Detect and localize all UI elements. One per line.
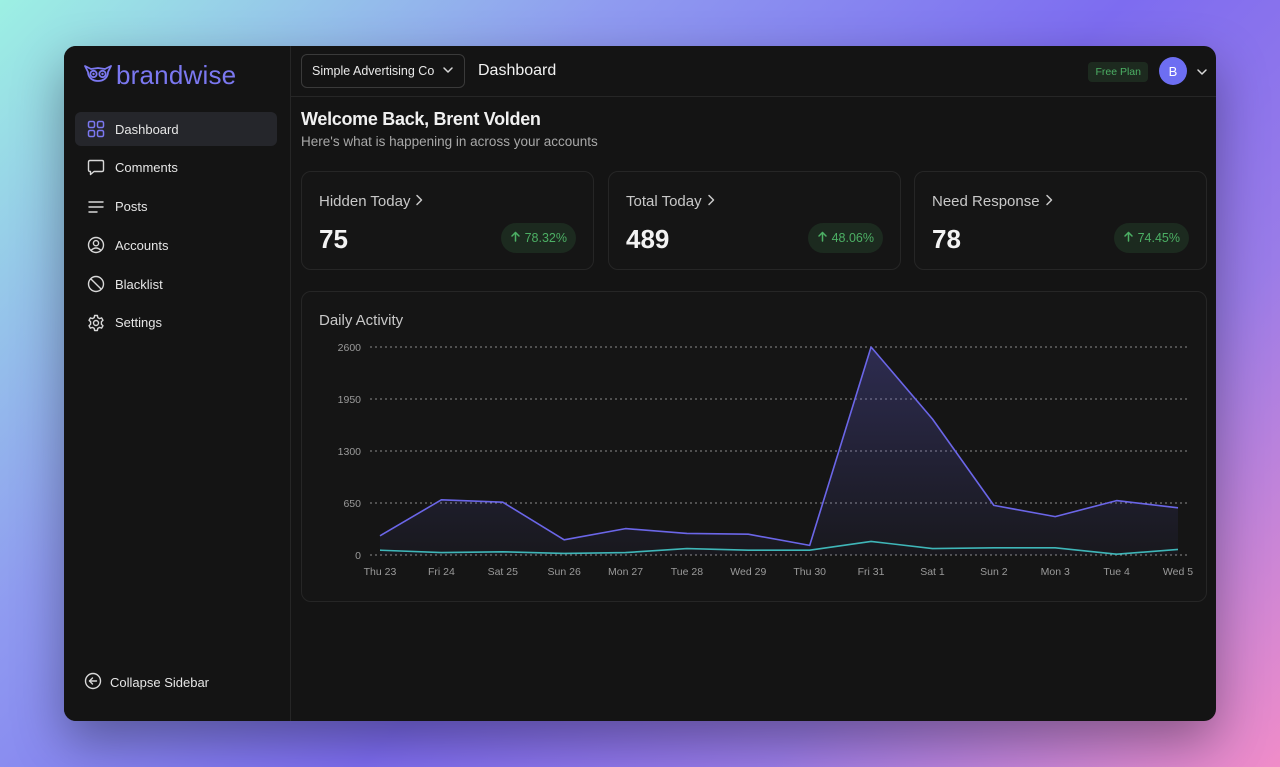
main-content: Simple Advertising Co Dashboard Free Pla… — [291, 46, 1216, 721]
collapse-sidebar-label: Collapse Sidebar — [110, 675, 210, 690]
stat-change-badge: 78.32% — [500, 223, 576, 253]
stat-card-title-text: Need Response — [932, 193, 1040, 210]
sidebar-item-comments[interactable]: Comments — [75, 151, 277, 185]
stat-card-title-text: Hidden Today — [319, 193, 411, 210]
stat-card-value: 78 — [932, 224, 961, 254]
chevron-right-icon — [414, 193, 424, 210]
sidebar-item-dashboard[interactable]: Dashboard — [75, 112, 277, 146]
x-tick-label: Wed 29 — [730, 566, 766, 578]
stat-card-title[interactable]: Hidden Today — [319, 193, 424, 210]
owl-logo-icon — [84, 63, 112, 88]
x-tick-label: Thu 30 — [793, 566, 826, 578]
chevron-down-icon[interactable] — [1196, 65, 1208, 83]
y-tick-label: 0 — [355, 550, 361, 562]
series-line-1 — [379, 346, 1179, 547]
comment-icon — [87, 159, 105, 177]
stat-change-value: 74.45% — [1137, 231, 1180, 245]
avatar[interactable]: B — [1159, 57, 1187, 85]
brand-logo[interactable]: brandwise — [84, 60, 236, 91]
arrow-up-icon — [817, 231, 828, 245]
x-tick-label: Fri 31 — [858, 566, 885, 578]
welcome-heading: Welcome Back, Brent Volden — [301, 109, 541, 129]
x-tick-label: Tue 4 — [1103, 566, 1130, 578]
x-tick-label: Thu 23 — [364, 566, 397, 578]
daily-activity-chart: Daily Activity 0 650 1300 1950 2600 Thu 23 Fri… — [301, 291, 1207, 602]
brand-name: brandwise — [116, 60, 237, 90]
sidebar-item-label: Accounts — [115, 237, 169, 253]
organization-select[interactable]: Simple Advertising Co — [301, 54, 465, 88]
stat-card-title-text: Total Today — [626, 193, 702, 210]
x-tick-label: Mon 27 — [608, 566, 643, 578]
gear-icon — [87, 314, 105, 332]
stat-card-value: 75 — [319, 224, 348, 254]
y-tick-label: 1950 — [338, 394, 362, 406]
sidebar-item-label: Dashboard — [115, 121, 179, 137]
y-tick-label: 1300 — [338, 446, 362, 458]
sidebar-item-posts[interactable]: Posts — [75, 190, 277, 224]
page-title: Dashboard — [478, 62, 557, 79]
series-line-2 — [379, 540, 1179, 555]
sidebar-item-accounts[interactable]: Accounts — [75, 228, 277, 262]
stat-change-value: 48.06% — [831, 231, 874, 245]
arrow-up-icon — [1123, 231, 1134, 245]
chart-plot: 0 650 1300 1950 2600 Thu 23 Fri 24 Sat 25 Sun 26… — [338, 342, 1194, 578]
sidebar-item-label: Settings — [115, 315, 162, 331]
collapse-sidebar-button[interactable]: Collapse Sidebar — [84, 672, 209, 693]
stat-change-value: 78.32% — [524, 231, 567, 245]
chevron-down-icon — [442, 64, 454, 79]
x-tick-label: Sun 2 — [980, 566, 1008, 578]
stat-card-hidden-today: Hidden Today 75 78.32% — [301, 171, 594, 270]
user-circle-icon — [87, 236, 105, 254]
sidebar-item-label: Posts — [115, 199, 148, 215]
arrow-left-circle-icon — [84, 672, 102, 693]
x-tick-label: Fri 24 — [428, 566, 455, 578]
stat-change-badge: 74.45% — [1113, 223, 1189, 253]
x-tick-label: Mon 3 — [1041, 566, 1070, 578]
stat-card-value: 489 — [626, 224, 670, 254]
x-tick-label: Sat 1 — [920, 566, 945, 578]
ban-icon — [87, 275, 105, 293]
stat-card-title[interactable]: Need Response — [932, 193, 1054, 210]
sidebar-item-label: Blacklist — [115, 276, 163, 292]
chevron-right-icon — [706, 193, 716, 210]
x-tick-label: Sat 25 — [488, 566, 519, 578]
y-tick-label: 2600 — [338, 342, 362, 354]
welcome-subtitle: Here's what is happening in across your … — [301, 134, 598, 149]
plan-badge: Free Plan — [1088, 62, 1148, 82]
grid-icon — [87, 120, 105, 138]
sidebar-item-label: Comments — [115, 160, 178, 176]
lines-icon — [87, 198, 105, 216]
stat-change-badge: 48.06% — [807, 223, 883, 253]
topbar: Simple Advertising Co Dashboard Free Pla… — [291, 46, 1216, 97]
stat-card-total-today: Total Today 489 48.06% — [608, 171, 901, 270]
arrow-up-icon — [510, 231, 521, 245]
stat-card-need-response: Need Response 78 74.45% — [914, 171, 1207, 270]
y-tick-label: 650 — [343, 498, 361, 510]
x-tick-label: Tue 28 — [671, 566, 703, 578]
organization-select-value: Simple Advertising Co — [312, 64, 435, 78]
x-tick-label: Sun 26 — [548, 566, 581, 578]
chevron-right-icon — [1044, 193, 1054, 210]
series-area — [380, 347, 1178, 555]
sidebar-nav: Dashboard Comments Posts — [75, 112, 277, 345]
stat-card-title[interactable]: Total Today — [626, 193, 716, 210]
chart-title: Daily Activity — [319, 312, 404, 329]
sidebar-item-blacklist[interactable]: Blacklist — [75, 267, 277, 301]
x-tick-label: Wed 5 — [1163, 566, 1193, 578]
app-window: brandwise Dashboard Comments — [64, 46, 1216, 721]
sidebar: brandwise Dashboard Comments — [64, 46, 291, 721]
sidebar-item-settings[interactable]: Settings — [75, 306, 277, 340]
